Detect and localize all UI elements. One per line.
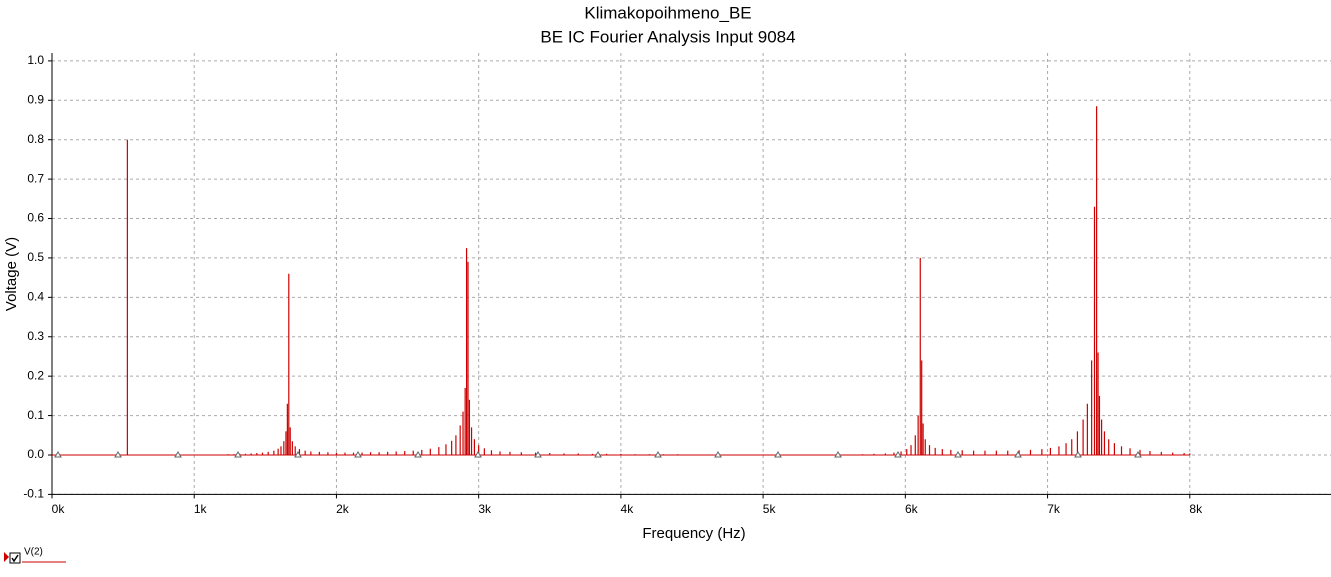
legend: V(2) [4, 547, 66, 564]
marker [1074, 451, 1082, 458]
y-tick-label: 0.1 [27, 408, 44, 422]
legend-label: V(2) [24, 547, 43, 558]
marker [1134, 451, 1142, 458]
x-tick-label: 4k [621, 502, 635, 516]
marker [294, 451, 302, 458]
marker [894, 451, 902, 458]
marker [714, 451, 722, 458]
marker [174, 451, 182, 458]
y-tick-label: 0.2 [27, 368, 44, 382]
x-tick-label: 0k [52, 502, 66, 516]
x-tick-label: 7k [1047, 502, 1061, 516]
y-tick-label: -0.1 [23, 487, 44, 501]
y-tick-label: 0.3 [27, 329, 44, 343]
legend-arrow [4, 552, 9, 562]
y-tick-label: 0.6 [27, 211, 44, 225]
x-tick-label: 6k [905, 502, 919, 516]
x-tick-label: 3k [478, 502, 492, 516]
y-tick-label: 1.0 [27, 53, 44, 67]
y-axis-title: Voltage (V) [3, 237, 20, 311]
chart-subtitle: BE IC Fourier Analysis Input 9084 [540, 27, 795, 46]
marker [1014, 451, 1022, 458]
y-tick-label: 0.7 [27, 171, 44, 185]
marker [654, 451, 662, 458]
x-tick-label: 8k [1189, 502, 1203, 516]
legend-check [11, 554, 19, 563]
x-tick-label: 1k [194, 502, 208, 516]
marker [534, 451, 542, 458]
marker [774, 451, 782, 458]
marker [354, 451, 362, 458]
marker [234, 451, 242, 458]
x-axis-title: Frequency (Hz) [642, 525, 745, 542]
marker [594, 451, 602, 458]
marker [954, 451, 962, 458]
marker [54, 451, 62, 458]
y-tick-label: 0.0 [27, 447, 44, 461]
marker [414, 451, 422, 458]
marker [114, 451, 122, 458]
legend-checkbox[interactable] [9, 552, 21, 564]
marker [474, 451, 482, 458]
x-tick-label: 5k [763, 502, 777, 516]
x-tick-label: 2k [336, 502, 350, 516]
y-tick-label: 0.4 [27, 290, 44, 304]
y-tick-label: 0.5 [27, 250, 44, 264]
y-tick-label: 0.8 [27, 132, 44, 146]
chart-title: Klimakopoihmeno_BE [584, 3, 751, 22]
marker [834, 451, 842, 458]
y-tick-label: 0.9 [27, 92, 44, 106]
